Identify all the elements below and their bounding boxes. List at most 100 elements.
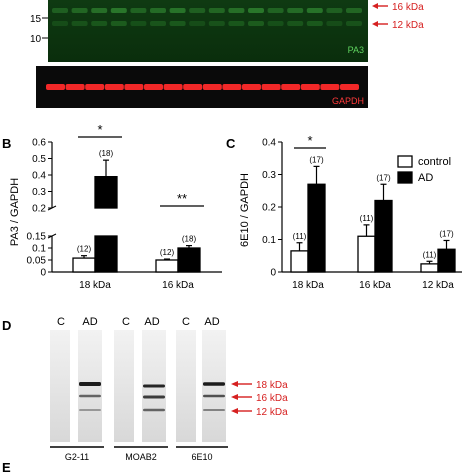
panel-b-letter: B [2, 136, 11, 151]
gapdh-band [65, 84, 85, 90]
blot-band [143, 408, 165, 412]
panel-c-letter: C [226, 136, 236, 151]
y-tick-label: 0.15 [27, 232, 47, 243]
blot-band [203, 394, 225, 398]
lane-header-ad-3: AD [204, 316, 219, 328]
panel-d-letter: D [2, 318, 11, 333]
category-label: 18 kDa [79, 280, 111, 291]
pa3-band-12kda [150, 21, 166, 26]
pa3-band-16kda [228, 8, 245, 13]
arrow-18kda-d: 18 kDa [231, 380, 288, 391]
gapdh-band [242, 84, 261, 90]
legend: control AD [397, 155, 451, 184]
y-tick-label: 0 [40, 268, 46, 279]
panel-c-ylabel: 6E10 / GAPDH [239, 173, 251, 247]
bar-ad [437, 248, 456, 273]
bar-control [155, 259, 179, 273]
blot-band [79, 382, 101, 386]
blot-strip [114, 330, 134, 442]
n-label: (11) [360, 214, 374, 223]
pa3-band-16kda [267, 8, 284, 13]
category-label: 18 kDa [292, 280, 324, 291]
arrow-16kda-top-label: 16 kDa [392, 2, 424, 13]
gapdh-band [104, 84, 124, 90]
gapdh-band [163, 84, 183, 90]
arrow-16kda-top: 16 kDa [372, 2, 424, 13]
pa3-band-16kda [150, 8, 166, 13]
y-tick-label: 0.1 [32, 244, 46, 255]
pa3-band-12kda [326, 21, 343, 26]
pa3-band-16kda [208, 8, 225, 13]
gapdh-band [183, 84, 203, 90]
arrow-12kda-d: 12 kDa [231, 407, 288, 418]
pa3-band-12kda [208, 21, 225, 26]
pa3-band-12kda [71, 21, 88, 26]
blot-strip [202, 330, 226, 442]
panel-e-letter: E [2, 460, 11, 474]
marker-15-label: 15 [30, 14, 42, 25]
significance-star: * [307, 133, 312, 148]
pa3-band-12kda [248, 21, 264, 26]
bar-control [357, 235, 376, 273]
legend-swatch-control [397, 155, 413, 168]
panel-c: C 6E10 / GAPDH 0 0.1 0.2 0.3 0.4 (11) (17) 18 k… [226, 133, 462, 291]
pa3-band-12kda [189, 21, 206, 26]
antibody-label-6e10: 6E10 [191, 452, 212, 462]
gapdh-band [300, 84, 320, 90]
lane-header-c-2: C [122, 316, 130, 328]
blot-band [79, 409, 101, 411]
antibody-label-g2-11: G2-11 [65, 452, 89, 462]
lane-header-ad-2: AD [144, 316, 159, 328]
pa3-band-12kda [130, 21, 147, 26]
antibody-label-moab2: MOAB2 [125, 452, 157, 462]
arrow-18kda-d-label: 18 kDa [256, 380, 288, 391]
n-label: (18) [99, 149, 114, 158]
pa3-band-12kda [91, 21, 108, 26]
y-tick-label: 0 [270, 268, 276, 279]
pa3-band-16kda [189, 8, 206, 13]
legend-swatch-ad [397, 171, 413, 184]
n-label: (11) [423, 250, 437, 259]
pa3-band-16kda [130, 8, 147, 13]
gapdh-band [222, 84, 242, 90]
pa3-band-16kda [110, 8, 127, 13]
panel-b-ylabel: PA3 / GAPDH [9, 178, 21, 246]
pa3-band-16kda [346, 8, 362, 13]
blot-band [203, 382, 225, 386]
y-tick-label: 0.5 [32, 154, 46, 165]
gapdh-band [340, 84, 359, 90]
y-tick-label: 0.6 [32, 138, 46, 149]
arrow-12kda-top-label: 12 kDa [392, 20, 424, 31]
pa3-band-16kda [52, 8, 68, 13]
blot-band [79, 394, 101, 398]
bar-control [290, 250, 309, 273]
significance-star: ** [177, 191, 187, 206]
marker-10-label: 10 [30, 34, 42, 45]
pa3-band-12kda [267, 21, 284, 26]
arrow-12kda-top: 12 kDa [372, 20, 424, 31]
n-label: (17) [309, 155, 324, 164]
y-tick-label: 0.3 [32, 187, 46, 198]
pa3-band-12kda [228, 21, 245, 26]
arrow-12kda-d-label: 12 kDa [256, 407, 288, 418]
y-tick-label: 0.2 [262, 203, 276, 214]
lane-header-c-3: C [182, 316, 190, 328]
pa3-band-12kda [287, 21, 304, 26]
significance-star: * [97, 122, 102, 137]
panel-d: D C AD C AD C AD G2-11 MOAB2 6E10 18 kDa… [2, 316, 288, 462]
blot-band [143, 384, 165, 388]
gapdh-band [261, 84, 281, 90]
pa3-band-16kda [287, 8, 304, 13]
blot-band [203, 409, 225, 411]
pa3-bands [52, 8, 362, 26]
n-label: (11) [293, 232, 307, 241]
n-label: (17) [439, 229, 454, 238]
arrow-16kda-d: 16 kDa [231, 393, 288, 404]
blot-strip [176, 330, 196, 442]
arrow-16kda-d-label: 16 kDa [256, 393, 288, 404]
pa3-band-16kda [306, 8, 323, 13]
gapdh-band [144, 84, 163, 90]
bar-ad-lower [94, 235, 118, 273]
category-label: 16 kDa [359, 280, 391, 291]
